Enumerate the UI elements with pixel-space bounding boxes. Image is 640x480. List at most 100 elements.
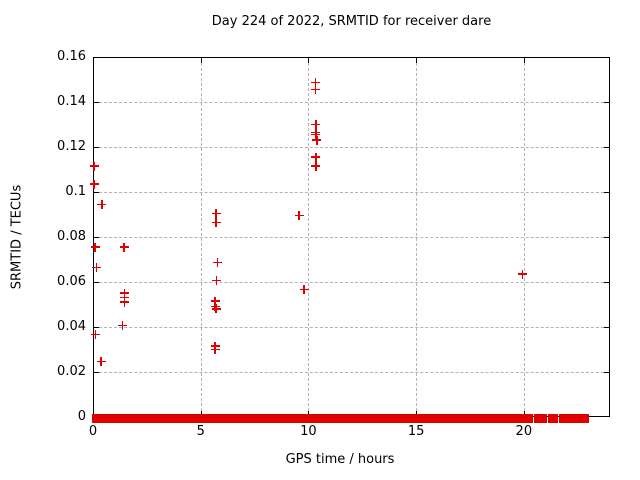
plot-area [89,57,610,423]
baseline-segment [220,413,237,423]
y-tick-mark [94,237,99,238]
data-point [311,119,321,129]
baseline-segment [344,413,359,423]
y-tick-mark [94,327,99,328]
baseline-segment [364,413,379,423]
baseline-segment [467,413,474,423]
baseline-segment [376,413,405,423]
baseline-segment [126,413,141,423]
gridline-horizontal [94,237,609,238]
data-point [117,321,127,331]
baseline-segment [460,413,467,423]
baseline-segment [454,413,464,423]
y-tick-label: 0.1 [65,184,86,199]
data-point [310,85,320,94]
y-tick-label: 0.04 [57,319,86,334]
baseline-segment [464,413,471,423]
data-point [210,302,220,312]
data-point [89,179,99,189]
x-tick-label: 5 [196,424,205,439]
y-tick-label: 0 [77,409,86,424]
gridline-horizontal [94,372,609,373]
baseline-segment [428,413,439,423]
baseline-segment [328,413,340,423]
baseline-segment [306,413,322,423]
baseline-segment [106,413,121,423]
data-point [120,297,130,307]
data-point [92,262,102,272]
y-tick-mark-right [604,372,609,373]
baseline-segment [207,413,222,423]
y-tick-label: 0.14 [57,94,86,109]
data-point [212,276,222,286]
x-tick-mark-top [308,58,310,63]
baseline-segment [118,413,130,423]
baseline-segment [356,413,368,423]
data-point [210,296,220,306]
y-tick-mark-right [604,237,609,238]
y-tick-label: 0.08 [57,229,86,244]
data-point [212,258,222,268]
baseline-segment [190,413,203,423]
baseline-segment [146,413,174,423]
baseline-segment [287,413,310,423]
data-point [518,269,528,279]
baseline-segment [92,413,108,423]
x-tick-mark-top [523,58,525,63]
baseline-segment [436,413,448,423]
data-point [210,344,220,354]
gridline-horizontal [94,102,609,103]
baseline-segment [242,413,260,423]
x-axis-label: GPS time / hours [285,452,395,467]
baseline-segment [482,413,497,423]
baseline-segment [411,413,422,423]
baseline-segment [475,413,481,423]
baseline-segment [419,413,431,423]
x-tick-label: 15 [407,424,425,439]
baseline-segment [512,413,534,423]
data-point [211,217,221,227]
baseline-segment [318,413,330,423]
x-tick-label: 20 [515,424,533,439]
baseline-segment [445,413,457,423]
baseline-segment [172,413,186,423]
y-tick-label: 0.16 [57,49,86,64]
x-tick-label: 0 [88,424,98,439]
baseline-segment [233,413,245,423]
baseline-segment [494,413,505,423]
gridline-horizontal [94,327,609,328]
data-point [311,130,321,139]
y-tick-mark [94,102,99,103]
data-point [299,285,309,295]
baseline-segment [182,413,193,423]
data-point [91,330,101,340]
x-tick-mark-top [200,58,202,63]
baseline-segment [257,413,275,423]
gridline-horizontal [94,147,609,148]
baseline-segment [336,413,347,423]
y-tick-label: 0.12 [57,139,86,154]
baseline-segment [559,413,590,423]
data-point [294,211,304,220]
chart-title: Day 224 of 2022, SRMTID for receiver dar… [211,14,492,29]
y-tick-mark-right [604,102,609,103]
y-tick-mark [94,192,99,193]
x-tick-mark-top [93,58,94,63]
x-tick-label: 10 [300,424,317,439]
y-tick-label: 0.02 [57,364,86,379]
data-point [211,304,221,314]
data-point [310,78,320,88]
y-tick-mark [94,282,99,283]
baseline-segment [137,413,149,423]
baseline-segment [401,413,414,423]
y-tick-mark-right [604,327,609,328]
data-point [211,208,221,218]
y-tick-mark-right [604,192,609,193]
y-tick-mark-right [604,282,609,283]
y-axis-label: SRMTID / TECUs [9,184,25,290]
x-tick-mark-top [416,58,418,63]
gridline-horizontal [94,282,609,283]
gridline-horizontal [94,192,609,193]
y-tick-mark-right [604,147,609,148]
